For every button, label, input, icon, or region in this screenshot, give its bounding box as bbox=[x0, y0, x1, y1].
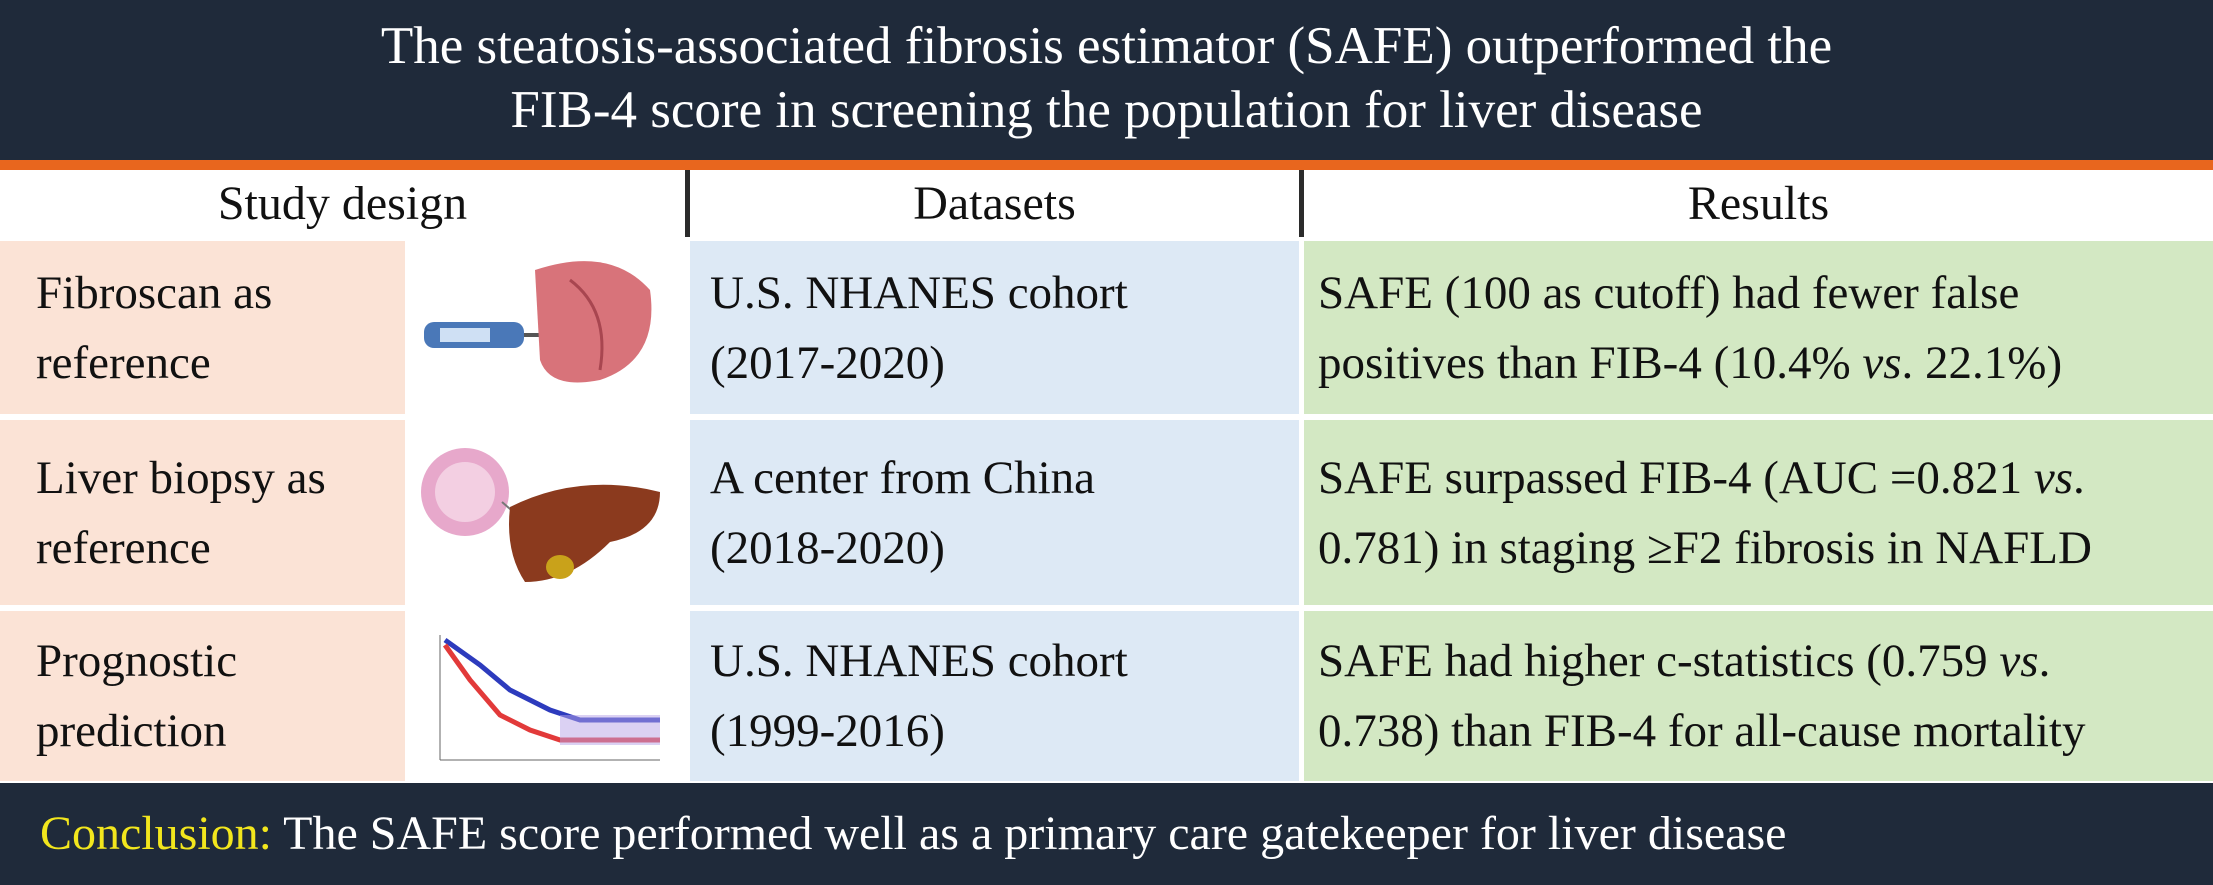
text-line: reference bbox=[36, 521, 211, 574]
text-line: reference bbox=[36, 336, 211, 389]
dataset-cell: U.S. NHANES cohort (2017-2020) bbox=[690, 241, 1299, 414]
cell-text: SAFE surpassed FIB-4 (AUC =0.821 vs. 0.78… bbox=[1318, 443, 2092, 583]
title-line: FIB-4 score in screening the population … bbox=[510, 81, 1703, 139]
conclusion-label: Conclusion: bbox=[40, 807, 273, 860]
text-segment: . 22.1%) bbox=[1901, 336, 2063, 389]
text-line: 0.738) than FIB-4 for all-cause mortalit… bbox=[1318, 696, 2085, 766]
text-segment: . bbox=[2038, 635, 2051, 687]
text-line: A center from China bbox=[710, 451, 1096, 504]
text-segment: SAFE surpassed FIB-4 (AUC =0.821 bbox=[1318, 451, 2034, 504]
text-line: (1999-2016) bbox=[710, 705, 945, 757]
accent-bar bbox=[0, 160, 2213, 170]
dataset-cell: U.S. NHANES cohort (1999-2016) bbox=[690, 611, 1299, 781]
text-segment: 0.738) than FIB-4 for all-cause mortalit… bbox=[1318, 705, 2086, 757]
cell-text: SAFE had higher c-statistics (0.759 vs. 0… bbox=[1318, 626, 2085, 766]
text-line: 0.781) in staging ≥F2 fibrosis in NAFLD bbox=[1318, 513, 2092, 583]
text-line: Fibroscan as bbox=[36, 266, 273, 319]
cell-text: SAFE (100 as cutoff) had fewer false posi… bbox=[1318, 258, 2062, 398]
column-header: Study design bbox=[0, 170, 685, 237]
title-line: The steatosis-associated fibrosis estima… bbox=[380, 17, 1833, 75]
text-line: positives than FIB-4 (10.4% vs. 22.1%) bbox=[1318, 328, 2062, 398]
text-segment: vs bbox=[1999, 635, 2039, 687]
cell-text: A center from China (2018-2020) bbox=[710, 443, 1095, 583]
dataset-cell: A center from China (2018-2020) bbox=[690, 420, 1299, 605]
text-line: (2017-2020) bbox=[710, 336, 945, 389]
text-segment: 0.781) in staging ≥F2 fibrosis in NAFLD bbox=[1318, 521, 2092, 574]
text-segment: vs bbox=[1862, 336, 1902, 389]
text-segment: . bbox=[2073, 451, 2085, 504]
result-cell: SAFE surpassed FIB-4 (AUC =0.821 vs. 0.78… bbox=[1304, 420, 2213, 605]
cell-text: Fibroscan as reference bbox=[36, 258, 272, 398]
column-header: Datasets bbox=[690, 170, 1299, 237]
header: The steatosis-associated fibrosis estima… bbox=[0, 0, 2213, 160]
text-line: (2018-2020) bbox=[710, 521, 945, 574]
study-cell: Prognostic prediction bbox=[0, 611, 405, 781]
study-cell: Fibroscan as reference bbox=[0, 241, 405, 414]
conclusion: Conclusion: The SAFE score performed wel… bbox=[0, 783, 2213, 885]
text-line: prediction bbox=[36, 705, 227, 757]
text-segment: positives than FIB-4 (10.4% bbox=[1318, 336, 1863, 389]
text-line: Liver biopsy as bbox=[36, 451, 326, 504]
conclusion-text: The SAFE score performed well as a prima… bbox=[283, 807, 1787, 860]
study-cell: Liver biopsy as reference bbox=[0, 420, 405, 605]
biopsy-illustration bbox=[410, 432, 672, 602]
column-separator bbox=[685, 170, 690, 237]
column-header: Results bbox=[1304, 170, 2213, 237]
text-segment: vs bbox=[2033, 451, 2074, 504]
cell-text: U.S. NHANES cohort (1999-2016) bbox=[710, 626, 1128, 766]
cell-text: Prognostic prediction bbox=[36, 626, 237, 766]
result-cell: SAFE had higher c-statistics (0.759 vs. 0… bbox=[1304, 611, 2213, 781]
text-line: U.S. NHANES cohort bbox=[710, 266, 1128, 319]
cell-text: U.S. NHANES cohort (2017-2020) bbox=[710, 258, 1128, 398]
result-cell: SAFE (100 as cutoff) had fewer false posi… bbox=[1304, 241, 2213, 414]
text-line: U.S. NHANES cohort bbox=[710, 635, 1128, 687]
survival-curve-illustration bbox=[410, 620, 672, 778]
text-line: SAFE (100 as cutoff) had fewer false bbox=[1318, 258, 2062, 328]
text-line: SAFE had higher c-statistics (0.759 vs. bbox=[1318, 626, 2085, 696]
text-line: Prognostic bbox=[36, 635, 238, 687]
text-line: SAFE surpassed FIB-4 (AUC =0.821 vs. bbox=[1318, 443, 2092, 513]
text-segment: SAFE had higher c-statistics (0.759 bbox=[1318, 635, 2000, 687]
text-segment: SAFE (100 as cutoff) had fewer false bbox=[1318, 266, 2020, 319]
fibroscan-illustration bbox=[410, 250, 672, 414]
column-separator bbox=[1299, 170, 1304, 237]
cell-text: Liver biopsy as reference bbox=[36, 443, 326, 583]
